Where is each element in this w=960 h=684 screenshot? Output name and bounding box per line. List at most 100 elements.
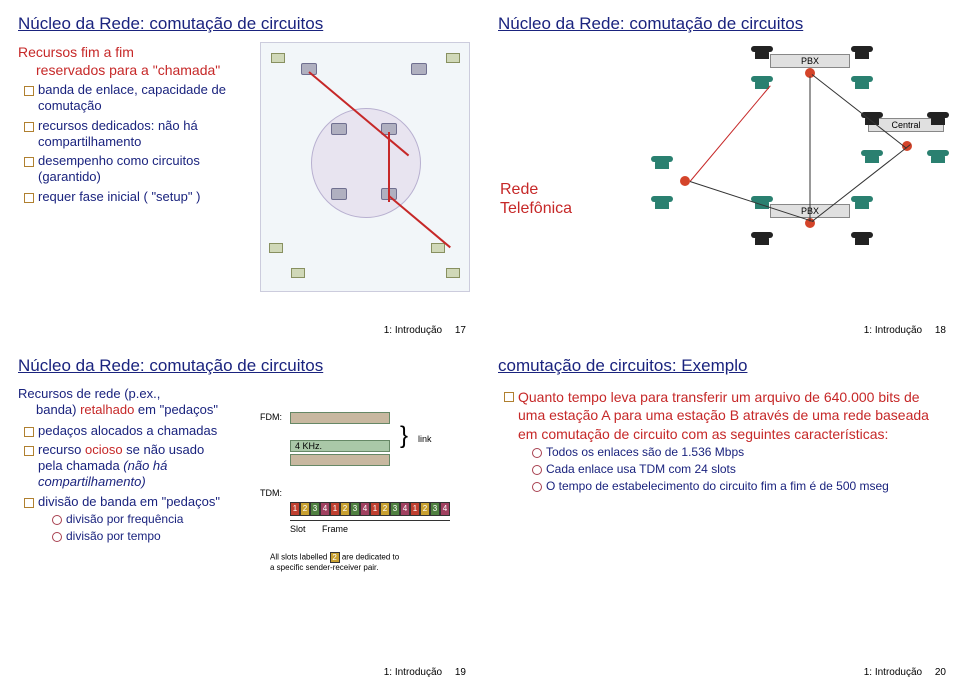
bullet: recurso ocioso se não usado pela chamada…	[24, 442, 231, 491]
footer-label: 1: Introdução	[384, 325, 442, 336]
slot-icon: 2	[330, 552, 340, 563]
slot: 2	[340, 502, 350, 516]
slot: 4	[440, 502, 450, 516]
phone-icon	[926, 150, 950, 164]
slide-title: Núcleo da Rede: comutação de circuitos	[498, 14, 942, 34]
resources-line: Recursos de rede (p.ex., banda) retalhad…	[18, 386, 231, 419]
network-diagram	[260, 42, 470, 292]
phone-icon	[850, 46, 874, 60]
slot: 3	[350, 502, 360, 516]
sub-bullet-list: Todos os enlaces são de 1.536 Mbps Cada …	[532, 445, 942, 494]
telephone-diagram: PBX Central PBX	[650, 46, 950, 296]
page-number: 18	[935, 325, 946, 336]
link-label: link	[418, 434, 432, 444]
slot: 3	[390, 502, 400, 516]
sub-bullet: divisão por frequência	[52, 512, 231, 527]
slide-grid: Núcleo da Rede: comutação de circuitos R…	[0, 0, 960, 684]
phone-icon	[926, 112, 950, 126]
slot: 3	[310, 502, 320, 516]
tdm-frame: 1234 1234 1234 1234	[290, 502, 450, 516]
phone-icon	[750, 76, 774, 90]
phone-icon	[750, 232, 774, 246]
bullet: pedaços alocados a chamadas	[24, 423, 231, 439]
slide-19: Núcleo da Rede: comutação de circuitos R…	[0, 342, 480, 684]
bullet-list: banda de enlace, capacidade de comutação…	[24, 82, 249, 205]
slot: 4	[360, 502, 370, 516]
host-icon	[431, 243, 445, 253]
tdm-label: TDM:	[260, 488, 282, 498]
fdm-label: FDM:	[260, 412, 282, 422]
slot: 2	[420, 502, 430, 516]
router-icon	[331, 123, 347, 135]
slot: 1	[410, 502, 420, 516]
phone-icon	[850, 76, 874, 90]
bullet: Quanto tempo leva para transferir um arq…	[504, 388, 942, 494]
footer-label: 1: Introdução	[864, 667, 922, 678]
host-icon	[269, 243, 283, 253]
sub-bullet: Cada enlace usa TDM com 24 slots	[532, 462, 942, 477]
slot: 2	[300, 502, 310, 516]
host-icon	[291, 268, 305, 278]
bullet: banda de enlace, capacidade de comutação	[24, 82, 249, 115]
subhead: Recursos fim a fim	[18, 44, 249, 60]
slide-title: Núcleo da Rede: comutação de circuitos	[18, 14, 462, 34]
slide-footer: 1: Introdução 17	[384, 325, 466, 336]
tdm-footnote: All slots labelled 2 are dedicated to a …	[270, 552, 399, 573]
frame-label: Frame	[322, 524, 348, 534]
subhead-line2: reservados para a "chamada"	[36, 62, 249, 78]
slot: 2	[380, 502, 390, 516]
slot-label: Slot	[290, 524, 306, 534]
slot: 1	[330, 502, 340, 516]
host-icon	[271, 53, 285, 63]
footer-label: 1: Introdução	[864, 325, 922, 336]
link-line	[810, 77, 811, 222]
bullet: divisão de banda em "pedaços" divisão po…	[24, 494, 231, 544]
slot: 4	[320, 502, 330, 516]
page-number: 17	[455, 325, 466, 336]
sub-bullet-list: divisão por frequência divisão por tempo	[52, 512, 231, 544]
cloud	[311, 108, 421, 218]
host-icon	[446, 268, 460, 278]
slide-title: Núcleo da Rede: comutação de circuitos	[18, 356, 462, 376]
bullet: desempenho como circuitos (garantido)	[24, 153, 249, 186]
sub-bullet: divisão por tempo	[52, 529, 231, 544]
axis	[290, 520, 450, 521]
slot: 3	[430, 502, 440, 516]
slide-18: Núcleo da Rede: comutação de circuitos R…	[480, 0, 960, 342]
band	[290, 412, 390, 424]
footer-label: 1: Introdução	[384, 667, 442, 678]
slot: 4	[400, 502, 410, 516]
phone-icon	[650, 196, 674, 210]
phone-icon	[650, 156, 674, 170]
link-line	[690, 181, 814, 222]
phone-icon	[750, 46, 774, 60]
slide-title: comutação de circuitos: Exemplo	[498, 356, 942, 376]
page-number: 20	[935, 667, 946, 678]
phone-icon	[850, 196, 874, 210]
bullet-list: Quanto tempo leva para transferir um arq…	[504, 388, 942, 494]
band: 4 KHz.	[290, 440, 390, 452]
circuit-path	[388, 132, 390, 202]
link-line	[690, 85, 771, 181]
slide-20: comutação de circuitos: Exemplo Quanto t…	[480, 342, 960, 684]
fdm-row	[290, 454, 390, 466]
router-icon	[411, 63, 427, 75]
circuit-path	[388, 195, 451, 248]
fdm-row	[290, 412, 390, 424]
band	[290, 454, 390, 466]
host-icon	[446, 53, 460, 63]
phone-icon	[860, 150, 884, 164]
network-label: Rede Telefônica	[500, 180, 572, 218]
slot: 1	[290, 502, 300, 516]
brace-icon: }	[400, 422, 408, 450]
fdm-row: 4 KHz.	[290, 440, 390, 452]
sub-bullet: Todos os enlaces são de 1.536 Mbps	[532, 445, 942, 460]
bullet: requer fase inicial ( "setup" )	[24, 189, 249, 205]
page-number: 19	[455, 667, 466, 678]
phone-icon	[850, 232, 874, 246]
bullet: recursos dedicados: não há compartilhame…	[24, 118, 249, 151]
slide-footer: 1: Introdução 19	[384, 667, 466, 678]
bullet-list: pedaços alocados a chamadas recurso ocio…	[24, 423, 231, 544]
slide-17: Núcleo da Rede: comutação de circuitos R…	[0, 0, 480, 342]
sub-bullet: O tempo de estabelecimento do circuito f…	[532, 479, 942, 494]
